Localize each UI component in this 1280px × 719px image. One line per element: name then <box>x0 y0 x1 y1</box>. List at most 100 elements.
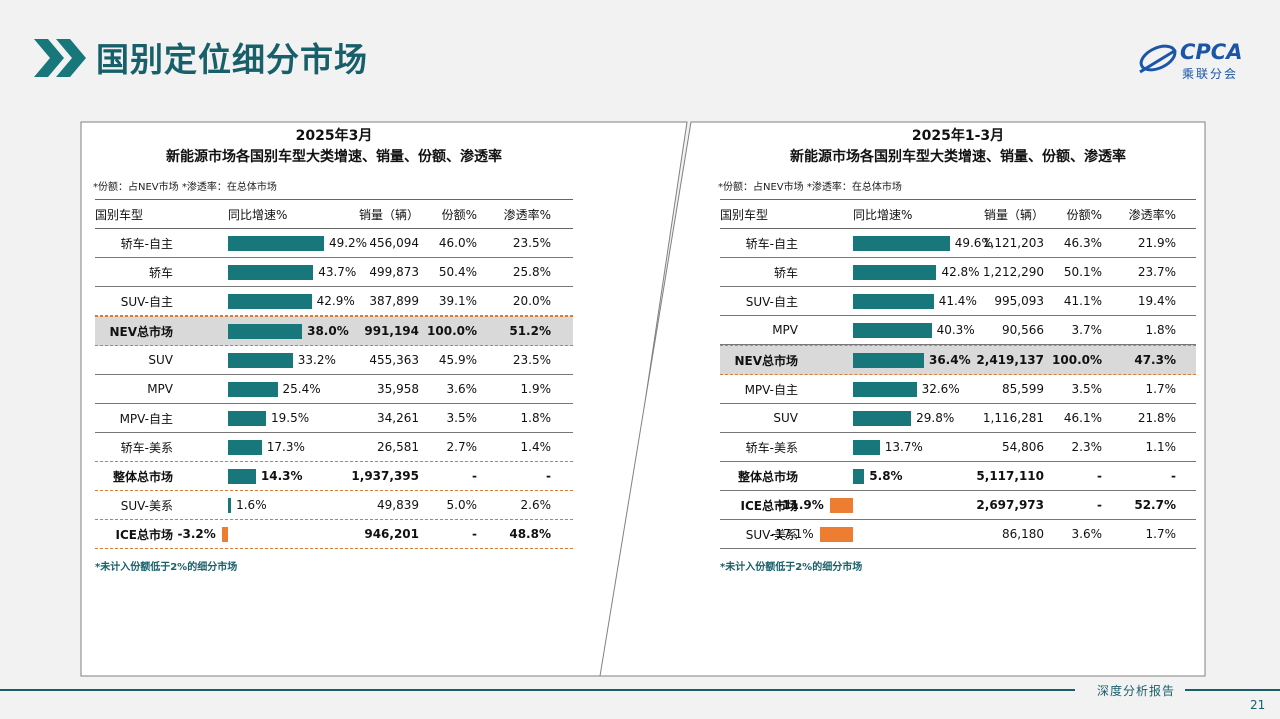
header-growth: 同比增速% <box>853 207 913 222</box>
growth-bar <box>228 469 256 484</box>
header-pen: 渗透率% <box>1128 207 1176 222</box>
share-cell: 2.7% <box>446 440 478 454</box>
growth-bar-cell: 13.7% <box>798 433 958 461</box>
share-cell: 3.6% <box>446 382 478 396</box>
share-cell: 46.3% <box>1063 236 1102 250</box>
sales-cell: 26,581 <box>377 440 419 454</box>
growth-bar-cell: 5.8% <box>798 462 958 490</box>
table-row: NEV总市场 36.4% 2,419,137 100.0% 47.3% <box>720 345 1196 375</box>
growth-bar <box>853 382 917 397</box>
sales-cell: 1,116,281 <box>982 411 1044 425</box>
table-row: MPV-自主 19.5% 34,261 3.5% 1.8% <box>95 404 573 433</box>
growth-label: 38.0% <box>307 324 349 338</box>
growth-label: 5.8% <box>869 469 903 483</box>
penetration-cell: 1.8% <box>1145 323 1177 337</box>
penetration-cell: - <box>1171 469 1176 483</box>
row-name: MPV <box>772 323 798 337</box>
left-title-period: 2025年3月 <box>295 128 373 144</box>
header-pen: 渗透率% <box>503 207 551 222</box>
growth-bar <box>853 265 937 280</box>
left-footnote: *未计入份额低于2%的细分市场 <box>95 562 238 573</box>
row-name: 轿车 <box>773 265 798 280</box>
share-cell: 45.9% <box>438 353 477 367</box>
row-name: SUV-自主 <box>120 294 173 309</box>
growth-label: 49.2% <box>328 236 368 250</box>
share-cell: 39.1% <box>438 294 477 308</box>
table-row: SUV-自主 41.4% 995,093 41.1% 19.4% <box>720 287 1196 316</box>
growth-bar-cell: 42.8% <box>798 258 980 286</box>
growth-label: -3.2% <box>177 527 216 541</box>
growth-bar-cell: 14.3% <box>173 462 333 490</box>
growth-label: 13.7% <box>884 440 923 454</box>
header-name: 国别车型 <box>95 207 144 222</box>
table-row: 轿车-美系 17.3% 26,581 2.7% 1.4% <box>95 433 573 462</box>
sales-cell: 387,899 <box>369 294 419 308</box>
growth-bar <box>853 236 950 251</box>
logo-text: CPCA <box>1180 40 1243 64</box>
growth-bar-cell: 33.2% <box>173 346 336 374</box>
share-cell: 5.0% <box>446 498 478 512</box>
growth-bar-cell: -17.1% <box>771 520 958 548</box>
growth-bar-cell: 1.6% <box>173 491 333 519</box>
penetration-cell: 1.1% <box>1145 440 1177 454</box>
table-row: SUV-美系 1.6% 49,839 5.0% 2.6% <box>95 491 573 520</box>
growth-bar-cell: 49.6% <box>798 229 993 257</box>
penetration-cell: 21.8% <box>1137 411 1176 425</box>
growth-bar <box>853 469 865 484</box>
growth-bar-cell: 49.2% <box>173 229 367 257</box>
footer-label: 深度分析报告 <box>1097 684 1176 698</box>
sales-cell: 1,212,290 <box>982 265 1044 279</box>
share-cell: - <box>472 469 477 483</box>
sales-cell: 499,873 <box>369 265 419 279</box>
row-name: MPV-自主 <box>119 411 173 426</box>
sales-cell: 86,180 <box>1002 527 1044 541</box>
growth-bar-cell: 36.4% <box>798 346 971 374</box>
share-cell: 41.1% <box>1063 294 1102 308</box>
growth-bar <box>853 411 912 426</box>
growth-label: 42.8% <box>941 265 980 279</box>
growth-bar-cell: -11.9% <box>777 491 958 519</box>
penetration-cell: 1.8% <box>520 411 552 425</box>
penetration-cell: 51.2% <box>509 324 551 338</box>
growth-bar <box>228 294 312 309</box>
penetration-cell: 21.9% <box>1137 236 1176 250</box>
table-row: ICE总市场 -11.9% 2,697,973 - 52.7% <box>720 491 1196 520</box>
row-name: ICE总市场 <box>115 527 173 542</box>
row-name: 整体总市场 <box>737 469 798 484</box>
growth-bar-cell: -3.2% <box>173 520 333 548</box>
table-row: 轿车 43.7% 499,873 50.4% 25.8% <box>95 258 573 287</box>
growth-label: 33.2% <box>297 353 336 367</box>
growth-bar <box>228 353 293 368</box>
growth-label: 43.7% <box>318 265 357 279</box>
right-title-period: 2025年1-3月 <box>911 128 1005 144</box>
right-table-header: 国别车型 同比增速% 销量（辆） 份额% 渗透率% <box>720 200 1196 229</box>
growth-bar <box>228 324 303 339</box>
sales-cell: 991,194 <box>364 324 419 338</box>
penetration-cell: 19.4% <box>1137 294 1176 308</box>
sales-cell: 2,697,973 <box>976 498 1044 512</box>
penetration-cell: 52.7% <box>1134 498 1176 512</box>
share-cell: 2.3% <box>1071 440 1103 454</box>
growth-bar-cell: 29.8% <box>798 404 958 432</box>
page-number: 21 <box>1250 698 1266 712</box>
cpca-logo-icon <box>1139 44 1177 74</box>
row-name: NEV总市场 <box>109 324 173 339</box>
growth-label: 1.6% <box>236 498 267 512</box>
table-row: 整体总市场 14.3% 1,937,395 - - <box>95 462 573 491</box>
row-name: MPV-自主 <box>744 382 798 397</box>
growth-bar-cell: 25.4% <box>173 375 333 403</box>
share-cell: 100.0% <box>1052 353 1102 367</box>
share-cell: 46.1% <box>1063 411 1102 425</box>
penetration-cell: 1.7% <box>1145 527 1177 541</box>
table-row: SUV 33.2% 455,363 45.9% 23.5% <box>95 346 573 375</box>
share-cell: - <box>1097 498 1102 512</box>
left-table-panel: 2025年3月 新能源市场各国别车型大类增速、销量、份额、渗透率 *份额：占NE… <box>93 126 573 573</box>
growth-bar-cell: 17.3% <box>173 433 333 461</box>
growth-label: 42.9% <box>316 294 355 308</box>
growth-label: 29.8% <box>916 411 955 425</box>
row-name: 整体总市场 <box>112 469 173 484</box>
table-row: 整体总市场 5.8% 5,117,110 - - <box>720 462 1196 491</box>
share-cell: 3.5% <box>446 411 478 425</box>
header-growth: 同比增速% <box>228 207 288 222</box>
